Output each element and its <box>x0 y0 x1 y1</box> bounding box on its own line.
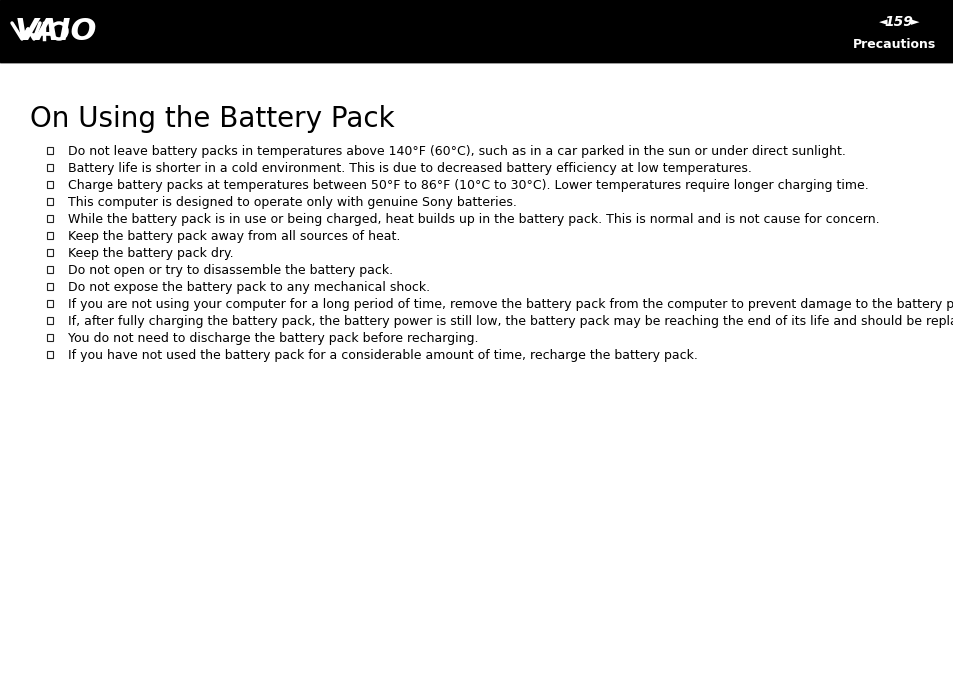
Text: On Using the Battery Pack: On Using the Battery Pack <box>30 105 395 133</box>
Bar <box>47 181 53 187</box>
Bar <box>47 164 53 171</box>
Text: Do not open or try to disassemble the battery pack.: Do not open or try to disassemble the ba… <box>68 264 393 277</box>
Text: Keep the battery pack away from all sources of heat.: Keep the battery pack away from all sour… <box>68 230 400 243</box>
Bar <box>47 215 53 222</box>
Text: Battery life is shorter in a cold environment. This is due to decreased battery : Battery life is shorter in a cold enviro… <box>68 162 751 175</box>
Bar <box>47 249 53 255</box>
Bar <box>47 317 53 324</box>
Text: While the battery pack is in use or being charged, heat builds up in the battery: While the battery pack is in use or bein… <box>68 213 879 226</box>
Text: Do not expose the battery pack to any mechanical shock.: Do not expose the battery pack to any me… <box>68 281 430 294</box>
Bar <box>47 300 53 307</box>
Text: ◄: ◄ <box>878 17 886 27</box>
Bar <box>47 351 53 357</box>
Bar <box>47 147 53 154</box>
Text: ►: ► <box>910 17 919 27</box>
Text: 159: 159 <box>883 15 912 29</box>
Text: If, after fully charging the battery pack, the battery power is still low, the b: If, after fully charging the battery pac… <box>68 315 953 328</box>
Text: Precautions: Precautions <box>852 38 935 51</box>
Text: If you have not used the battery pack for a considerable amount of time, recharg: If you have not used the battery pack fo… <box>68 349 698 362</box>
Text: Keep the battery pack dry.: Keep the battery pack dry. <box>68 247 233 260</box>
Text: VAIO: VAIO <box>15 16 97 46</box>
Bar <box>47 232 53 239</box>
Bar <box>47 266 53 272</box>
Bar <box>47 283 53 290</box>
Text: If you are not using your computer for a long period of time, remove the battery: If you are not using your computer for a… <box>68 298 953 311</box>
Text: This computer is designed to operate only with genuine Sony batteries.: This computer is designed to operate onl… <box>68 196 517 209</box>
Text: Charge battery packs at temperatures between 50°F to 86°F (10°C to 30°C). Lower : Charge battery packs at temperatures bet… <box>68 179 868 192</box>
Text: You do not need to discharge the battery pack before recharging.: You do not need to discharge the battery… <box>68 332 478 345</box>
Bar <box>47 198 53 204</box>
Text: Do not leave battery packs in temperatures above 140°F (60°C), such as in a car : Do not leave battery packs in temperatur… <box>68 145 845 158</box>
Bar <box>0 0 953 62</box>
Bar <box>47 334 53 340</box>
